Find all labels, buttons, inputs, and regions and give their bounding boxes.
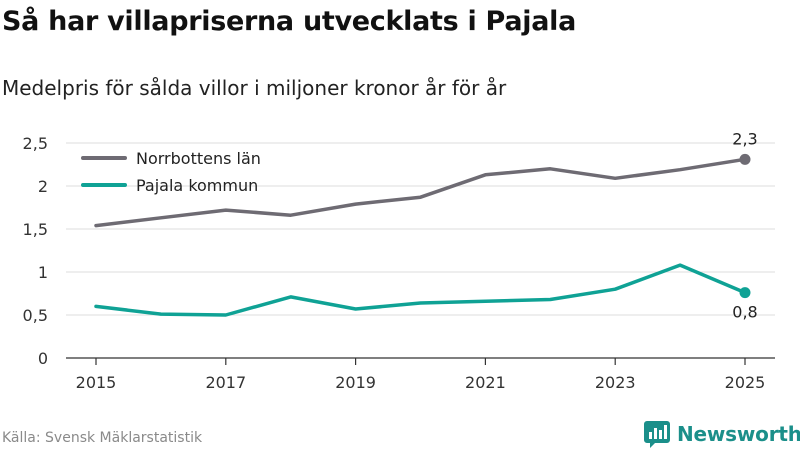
y-tick-label: 2: [38, 177, 48, 196]
brand-name: Newsworthy: [677, 422, 800, 446]
y-tick-label: 0: [38, 349, 48, 368]
series-end-label: 0,8: [732, 303, 757, 322]
y-tick-label: 1,5: [23, 220, 48, 239]
chart-title: Så har villapriserna utvecklats i Pajala: [2, 6, 576, 37]
x-tick-label: 2019: [335, 373, 376, 392]
legend-label: Pajala kommun: [136, 176, 258, 195]
series-end-label: 2,3: [732, 129, 757, 148]
y-tick-label: 2,5: [23, 134, 48, 153]
axes: 0 0,5 1 1,5 2 2,5 2015 2017 2019 2021 2023 2025: [23, 134, 775, 392]
x-tick-label: 2017: [205, 373, 246, 392]
x-tick-label: 2015: [76, 373, 117, 392]
series-line-norrbotten: [94, 157, 747, 228]
series-lines: 2,3 0,8: [94, 129, 758, 322]
x-tick-label: 2021: [465, 373, 506, 392]
source-note: Källa: Svensk Mäklarstatistik: [2, 430, 203, 446]
series-end-point: [739, 153, 751, 165]
x-tick-label: 2025: [725, 373, 766, 392]
gridlines: [66, 142, 775, 316]
legend-label: Norrbottens län: [136, 149, 261, 168]
bar-chart-icon: [644, 421, 670, 448]
series-line-pajala: [94, 263, 747, 317]
brand-logo: Newsworthy: [644, 419, 800, 449]
y-tick-label: 1: [38, 263, 48, 282]
y-tick-label: 0,5: [23, 306, 48, 325]
legend: Norrbottens län Pajala kommun: [81, 149, 261, 195]
chart-subtitle: Medelpris för sålda villor i miljoner kr…: [2, 76, 507, 100]
x-tick-label: 2023: [595, 373, 636, 392]
series-end-point: [739, 287, 751, 299]
